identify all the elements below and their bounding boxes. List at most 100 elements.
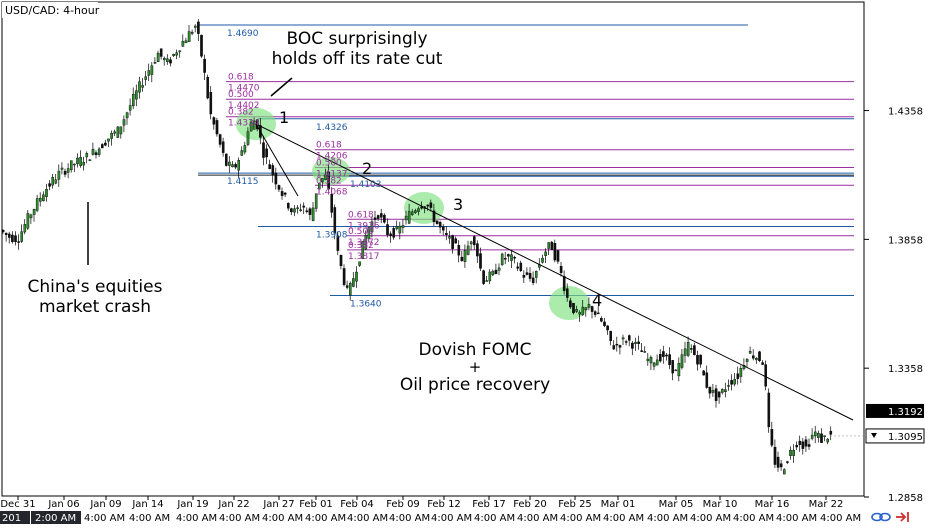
fib-price-group2-2: 1.4068: [316, 187, 348, 197]
candle-201: [624, 339, 628, 346]
candle-222: [690, 344, 693, 353]
candle-203: [631, 341, 634, 356]
time-tick-10: 4:00 AM: [517, 513, 558, 524]
candle-164: [510, 249, 513, 269]
retrace-line: [255, 123, 299, 197]
candle-body: [14, 235, 17, 242]
candle-145: [451, 234, 454, 254]
candle-body: [76, 157, 79, 165]
candle-160: [497, 263, 501, 276]
date-tick-Mar-22: Mar 22: [809, 499, 844, 510]
candle-body: [739, 368, 743, 377]
annotation-boc-line2: holds off its rate cut: [272, 49, 443, 69]
date-tick-Feb-04: Feb 04: [340, 499, 374, 510]
candle-149: [463, 244, 467, 268]
time-tick-0: 4:00 AM: [84, 513, 125, 524]
candle-6: [20, 224, 24, 243]
candle-body: [690, 348, 693, 350]
candle-49: [153, 57, 157, 65]
candle-body: [556, 250, 560, 262]
date-tick-Jan-22: Jan 22: [217, 499, 249, 510]
candle-body: [184, 40, 188, 44]
candle-body: [181, 41, 185, 47]
level-label-1.4326: 1.4326: [316, 123, 348, 133]
candle-body: [547, 242, 550, 249]
candle-body: [119, 126, 123, 135]
candle-68: [212, 116, 216, 130]
candle-234: [727, 379, 730, 391]
candle-211: [655, 354, 659, 366]
candle-body: [324, 174, 327, 180]
candle-body: [702, 370, 705, 376]
candle-213: [662, 345, 665, 364]
candle-body: [476, 243, 479, 257]
candle-204: [634, 337, 637, 351]
candle-7: [23, 219, 27, 235]
candle-body: [584, 307, 588, 311]
candle-144: [448, 230, 451, 244]
candle-body: [352, 278, 355, 287]
annotation-china-line1: China's equities: [28, 277, 163, 297]
candle-body: [1, 229, 5, 233]
candle-99: [308, 207, 312, 221]
scroll-to-end-icon[interactable]: [896, 512, 909, 522]
candle-body: [559, 266, 563, 273]
candle-body: [215, 120, 219, 135]
candle-body: [820, 433, 823, 443]
candle-98: [305, 207, 309, 214]
candle-body: [696, 355, 699, 365]
annotation-boc-line1: BOC surprisingly: [286, 29, 427, 49]
candle-129: [401, 219, 405, 234]
candle-body: [609, 330, 612, 341]
candle-body: [175, 52, 179, 56]
candle-body: [280, 191, 284, 196]
candle-246: [764, 360, 767, 391]
candle-235: [730, 374, 733, 391]
candle-232: [721, 388, 724, 395]
highlight-circle-4: [549, 286, 589, 320]
candle-body: [147, 70, 151, 76]
fib-ratio-group3-1: 0.500: [348, 227, 374, 237]
candle-body: [553, 243, 557, 261]
candle-177: [550, 241, 554, 250]
fib-price-group1-0: 1.4470: [228, 84, 260, 94]
candle-189: [587, 297, 591, 311]
candle-body: [569, 300, 572, 308]
candle-body: [748, 350, 752, 354]
candle-174: [541, 254, 544, 264]
time-tick-8: 4:00 AM: [431, 513, 472, 524]
candle-body: [652, 362, 656, 367]
candle-102: [318, 182, 321, 193]
candle-30: [94, 150, 98, 159]
candle-184: [572, 302, 575, 315]
candle-60: [187, 24, 191, 42]
candle-124: [386, 218, 389, 238]
fib-ratio-group3-2: 0.382: [348, 241, 374, 251]
candle-53: [166, 54, 169, 65]
date-axis: Dec 31 Jan 06 Jan 09 Jan 14 Jan 19 Jan 22 Jan …: [0, 496, 861, 524]
candle-128: [398, 221, 402, 240]
candle-body: [69, 160, 73, 171]
chart-title: USD/CAD: 4-hour: [5, 4, 100, 17]
candle-body: [593, 311, 597, 315]
candle-57: [178, 50, 182, 58]
link-icon[interactable]: [871, 512, 891, 522]
candle-41: [128, 98, 132, 116]
price-tick-1.4358: 1.4358: [888, 107, 923, 118]
candle-79: [246, 127, 250, 147]
candle-body: [466, 245, 470, 255]
candle-body: [367, 227, 371, 239]
price-tick-1.2858: 1.2858: [888, 493, 923, 504]
current-price-arrow-icon: [871, 432, 877, 438]
candle-body: [730, 380, 733, 385]
candle-194: [603, 317, 606, 328]
candle-body: [445, 233, 448, 235]
candle-61: [190, 29, 194, 36]
candle-body: [290, 208, 293, 213]
annotation-fomc-line3: Oil price recovery: [400, 375, 550, 395]
candle-121: [376, 214, 380, 222]
time-tick-7: 4:00 AM: [389, 513, 430, 524]
candle-36: [113, 129, 116, 137]
candle-116: [361, 240, 365, 259]
candle-183: [569, 297, 572, 309]
